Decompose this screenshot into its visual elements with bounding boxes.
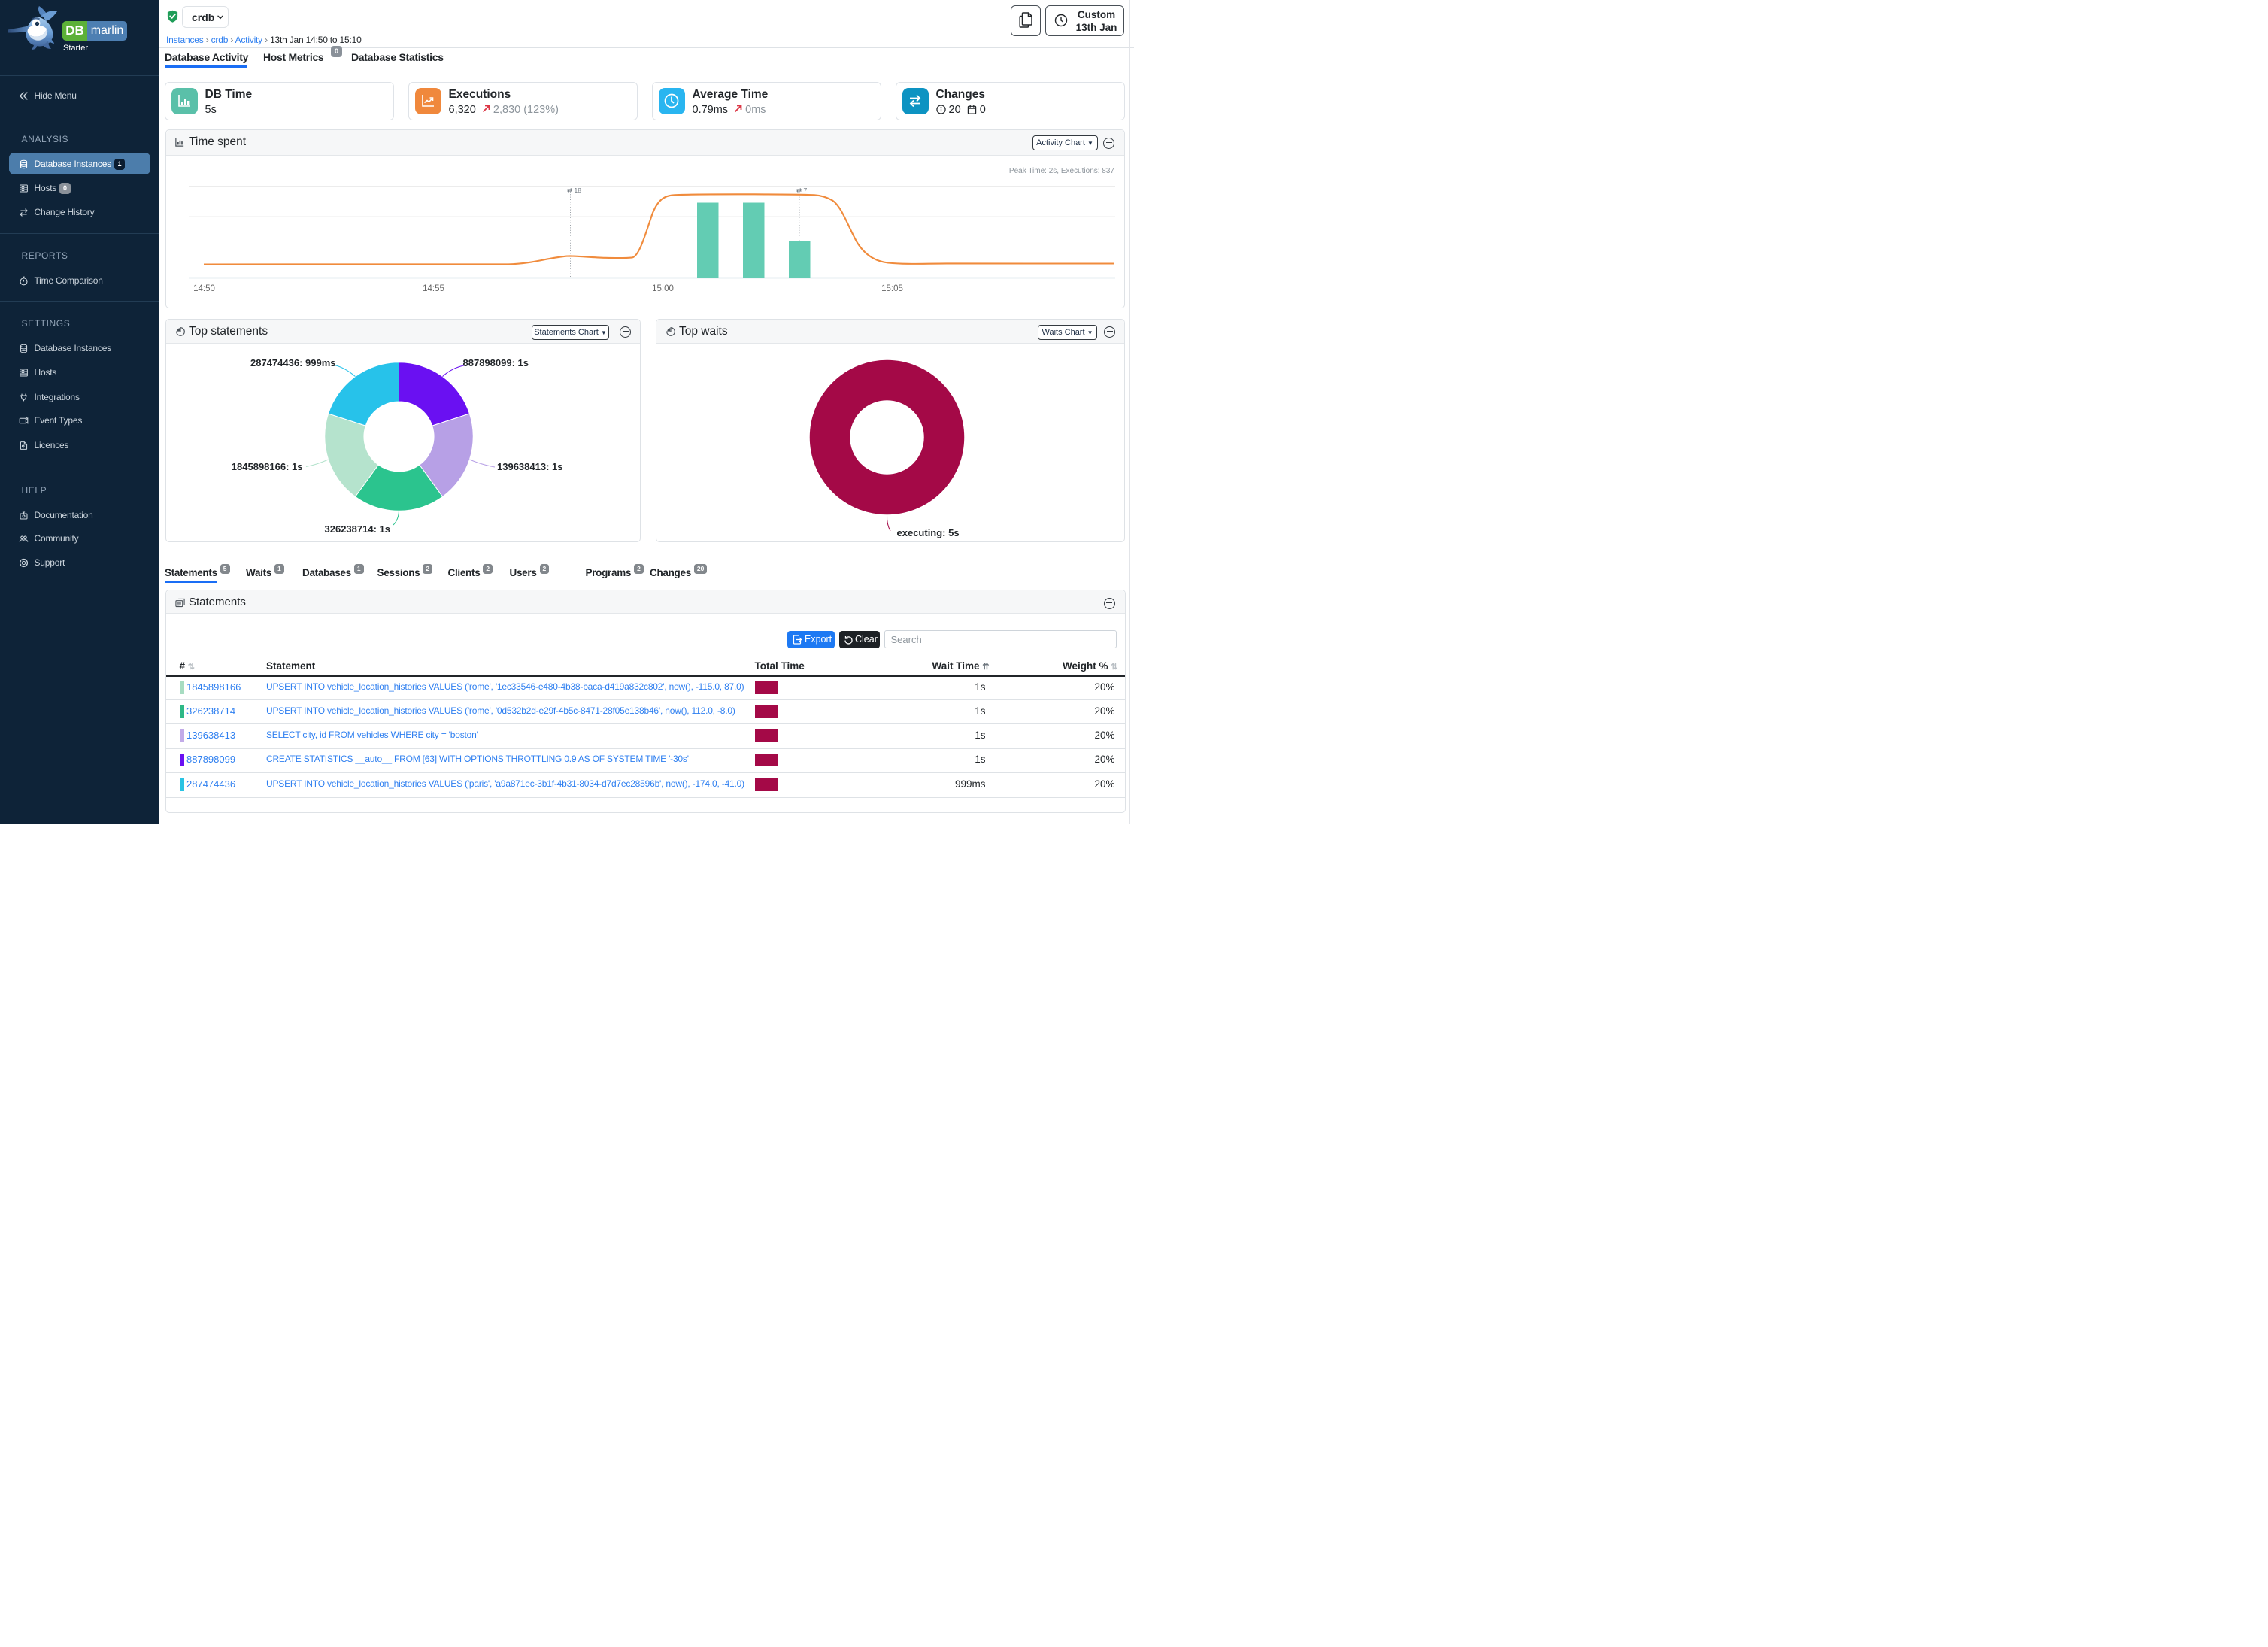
- svg-text:⇄ 7: ⇄ 7: [796, 187, 807, 194]
- svg-text:14:55: 14:55: [423, 284, 444, 293]
- svg-text:15:00: 15:00: [652, 284, 674, 293]
- svg-text:15:05: 15:05: [881, 284, 903, 293]
- svg-text:14:50: 14:50: [193, 284, 215, 293]
- svg-text:⇄ 18: ⇄ 18: [567, 187, 581, 194]
